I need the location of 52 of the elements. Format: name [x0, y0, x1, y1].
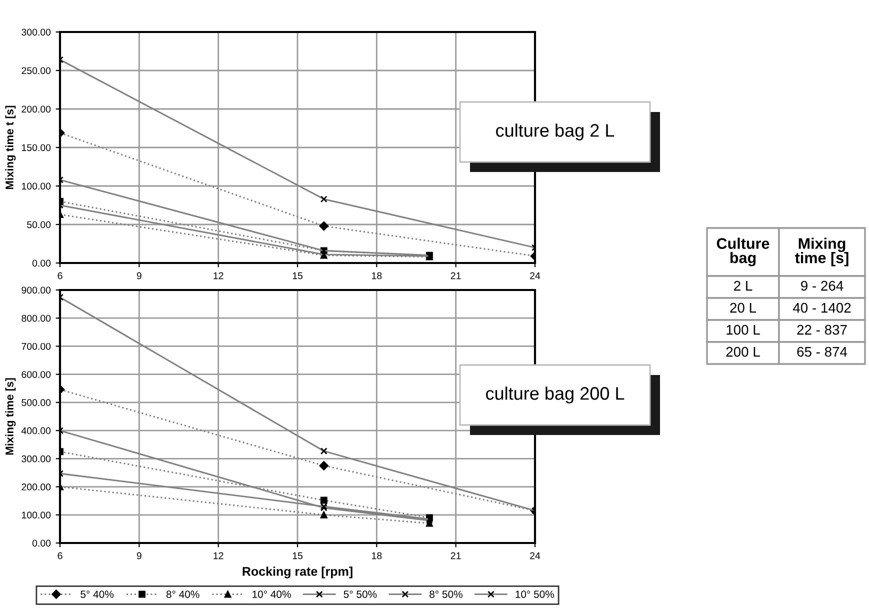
y-tick-label: 200.00: [22, 484, 51, 490]
x-tick-label: 15: [292, 552, 302, 560]
y-tick-label: 200.00: [22, 106, 51, 113]
y-tick-label: 100.00: [22, 512, 51, 519]
y-tick-label: 50.00: [27, 221, 51, 228]
y-tick-label: 800.00: [22, 314, 51, 322]
text: Culture bag: [716, 238, 770, 266]
x-tick-label: 6: [58, 272, 62, 280]
y-axis-title: Mixing time [s]: [5, 378, 16, 455]
y-tick-label: 300.00: [22, 455, 51, 462]
x-tick-label: 12: [214, 552, 224, 560]
x-tick-label: 12: [214, 272, 224, 280]
x-tick-label: 15: [292, 272, 302, 280]
x-tick-label: 18: [372, 552, 382, 560]
y-tick-label: 0.00: [32, 540, 51, 547]
y-tick-label: 100.00: [22, 182, 51, 190]
text: 9 - 264: [801, 280, 844, 291]
x-tick-label: 9: [136, 552, 142, 560]
text: Mixing time [s]: [795, 238, 848, 266]
y-tick-label: 600.00: [22, 371, 51, 378]
text: 22 - 837: [797, 324, 847, 335]
x-tick-label: 9: [136, 272, 142, 280]
text: 20 L: [730, 302, 756, 313]
text: 65 - 874: [797, 346, 848, 357]
y-tick-label: 150.00: [22, 144, 51, 152]
text: 2 L: [734, 280, 752, 291]
y-tick-label: 900.00: [22, 286, 51, 294]
legend-label: 10° 50%: [516, 590, 554, 598]
text: 40 - 1402: [792, 302, 851, 313]
x-tick-label: 21: [450, 272, 461, 280]
x-tick-label: 18: [372, 272, 382, 280]
x-tick-label: 24: [530, 552, 540, 560]
y-tick-label: 500.00: [22, 399, 51, 406]
x-tick-label: 24: [530, 272, 540, 280]
legend-label: 5° 40%: [80, 590, 114, 598]
x-axis-title: Rocking rate [rpm]: [242, 566, 352, 578]
text: 100 L: [726, 324, 760, 335]
legend-label: 5° 50%: [344, 590, 377, 598]
y-tick-label: 250.00: [22, 67, 51, 74]
annotation: culture bag 2 L: [496, 124, 614, 140]
y-tick-label: 700.00: [22, 342, 51, 350]
annotation: culture bag 200 L: [486, 386, 624, 404]
y-tick-label: 300.00: [22, 28, 51, 36]
x-tick-label: 21: [450, 552, 461, 560]
legend-label: 8° 50%: [430, 590, 462, 598]
y-tick-label: 0.00: [32, 260, 51, 267]
x-tick-label: 6: [58, 552, 62, 560]
legend-label: 10° 40%: [252, 590, 291, 598]
legend-label: 8° 40%: [166, 590, 200, 598]
text: 200 L: [726, 346, 760, 357]
y-axis-title: Mixing time t [s]: [5, 106, 16, 190]
y-tick-label: 400.00: [21, 427, 51, 434]
